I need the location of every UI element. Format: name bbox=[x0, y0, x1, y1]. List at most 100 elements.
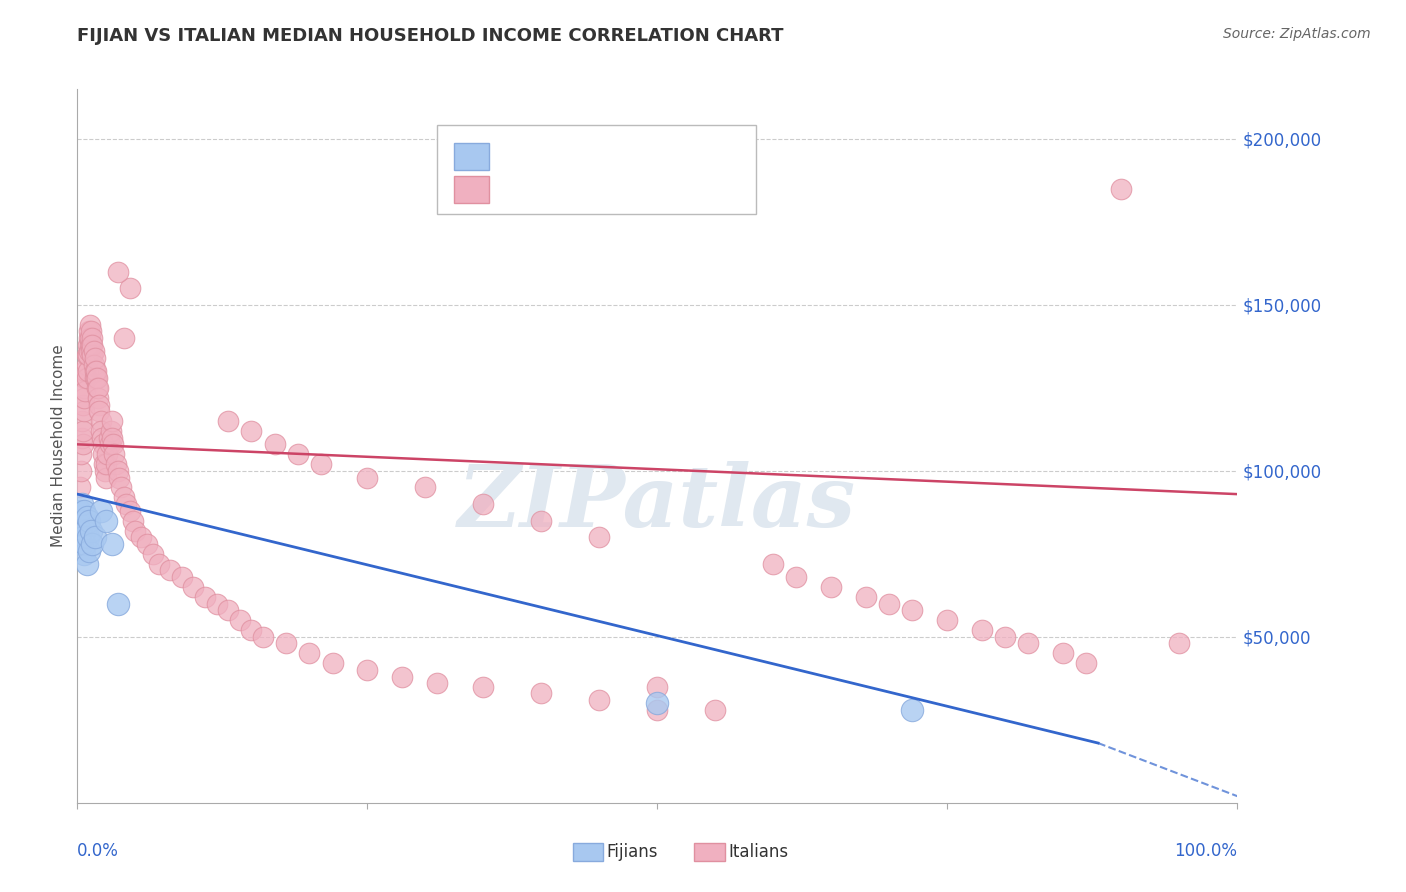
Point bbox=[80, 344, 103, 359]
Point bbox=[69, 524, 91, 538]
Point bbox=[118, 504, 141, 518]
Text: Italians: Italians bbox=[728, 843, 789, 861]
Point bbox=[82, 348, 104, 362]
Point bbox=[69, 447, 91, 461]
Point bbox=[901, 703, 924, 717]
Text: 24: 24 bbox=[655, 147, 678, 165]
Point bbox=[70, 537, 93, 551]
Point bbox=[647, 696, 669, 710]
Point bbox=[73, 504, 96, 518]
Point bbox=[83, 358, 105, 372]
Point bbox=[994, 630, 1017, 644]
Text: R =: R = bbox=[501, 147, 537, 165]
Point bbox=[107, 265, 129, 279]
Point bbox=[94, 464, 117, 478]
Point bbox=[135, 537, 157, 551]
Text: 120: 120 bbox=[655, 181, 689, 199]
Point bbox=[86, 371, 108, 385]
Point bbox=[877, 597, 901, 611]
Point bbox=[183, 580, 205, 594]
Point bbox=[79, 331, 101, 345]
Point bbox=[80, 338, 103, 352]
Text: -0.645: -0.645 bbox=[544, 147, 605, 165]
Point bbox=[77, 514, 100, 528]
Point bbox=[472, 680, 495, 694]
Point bbox=[194, 590, 217, 604]
Point bbox=[287, 447, 309, 461]
Point bbox=[86, 381, 108, 395]
Point bbox=[321, 657, 344, 671]
FancyBboxPatch shape bbox=[437, 125, 756, 214]
Point bbox=[205, 597, 228, 611]
Point bbox=[76, 371, 98, 385]
Point bbox=[72, 514, 94, 528]
Point bbox=[1168, 636, 1191, 650]
Point bbox=[298, 647, 321, 661]
Point bbox=[228, 613, 252, 627]
Point bbox=[103, 447, 125, 461]
Text: -0.104: -0.104 bbox=[544, 181, 605, 199]
Point bbox=[72, 424, 94, 438]
FancyBboxPatch shape bbox=[454, 177, 489, 203]
Text: N =: N = bbox=[612, 181, 648, 199]
Point bbox=[87, 381, 110, 395]
Point bbox=[90, 504, 111, 518]
Point bbox=[90, 431, 112, 445]
Point bbox=[83, 351, 105, 365]
Point bbox=[647, 703, 669, 717]
Point bbox=[1076, 657, 1098, 671]
Point bbox=[79, 338, 101, 352]
Point bbox=[96, 447, 118, 461]
Point bbox=[170, 570, 193, 584]
Y-axis label: Median Household Income: Median Household Income bbox=[51, 344, 66, 548]
Point bbox=[70, 414, 93, 428]
Point bbox=[77, 344, 100, 359]
Point bbox=[91, 437, 114, 451]
Point bbox=[104, 457, 127, 471]
Point bbox=[530, 514, 553, 528]
Point bbox=[75, 371, 97, 385]
Point bbox=[240, 624, 263, 638]
Point bbox=[76, 364, 98, 378]
Point bbox=[1018, 636, 1040, 650]
Point bbox=[252, 630, 274, 644]
Point bbox=[89, 397, 111, 411]
Point bbox=[69, 464, 91, 478]
Point bbox=[972, 624, 994, 638]
Point bbox=[588, 693, 610, 707]
Point bbox=[96, 457, 118, 471]
Point bbox=[97, 431, 120, 445]
Point bbox=[356, 470, 378, 484]
Point bbox=[73, 381, 96, 395]
Point bbox=[82, 537, 104, 551]
Point bbox=[73, 547, 96, 561]
Point bbox=[240, 424, 263, 438]
Point bbox=[107, 597, 129, 611]
Point bbox=[75, 537, 97, 551]
Text: FIJIAN VS ITALIAN MEDIAN HOUSEHOLD INCOME CORRELATION CHART: FIJIAN VS ITALIAN MEDIAN HOUSEHOLD INCOM… bbox=[77, 27, 783, 45]
Point bbox=[83, 344, 105, 359]
Text: ZIPatlas: ZIPatlas bbox=[458, 461, 856, 545]
Point bbox=[129, 530, 152, 544]
Point bbox=[76, 358, 98, 372]
Point bbox=[75, 524, 97, 538]
Point bbox=[413, 481, 436, 495]
Point bbox=[148, 557, 170, 571]
Point bbox=[83, 530, 105, 544]
Point bbox=[762, 557, 785, 571]
Point bbox=[124, 524, 146, 538]
Point bbox=[115, 497, 138, 511]
Point bbox=[70, 431, 93, 445]
Point bbox=[93, 457, 115, 471]
Point bbox=[76, 557, 98, 571]
Point bbox=[87, 391, 110, 405]
Point bbox=[356, 663, 378, 677]
Point bbox=[1052, 647, 1074, 661]
Point bbox=[101, 414, 124, 428]
Point bbox=[70, 497, 93, 511]
Point bbox=[112, 491, 135, 505]
Point bbox=[391, 670, 413, 684]
Text: Source: ZipAtlas.com: Source: ZipAtlas.com bbox=[1223, 27, 1371, 41]
Point bbox=[76, 338, 98, 352]
Point bbox=[118, 281, 141, 295]
